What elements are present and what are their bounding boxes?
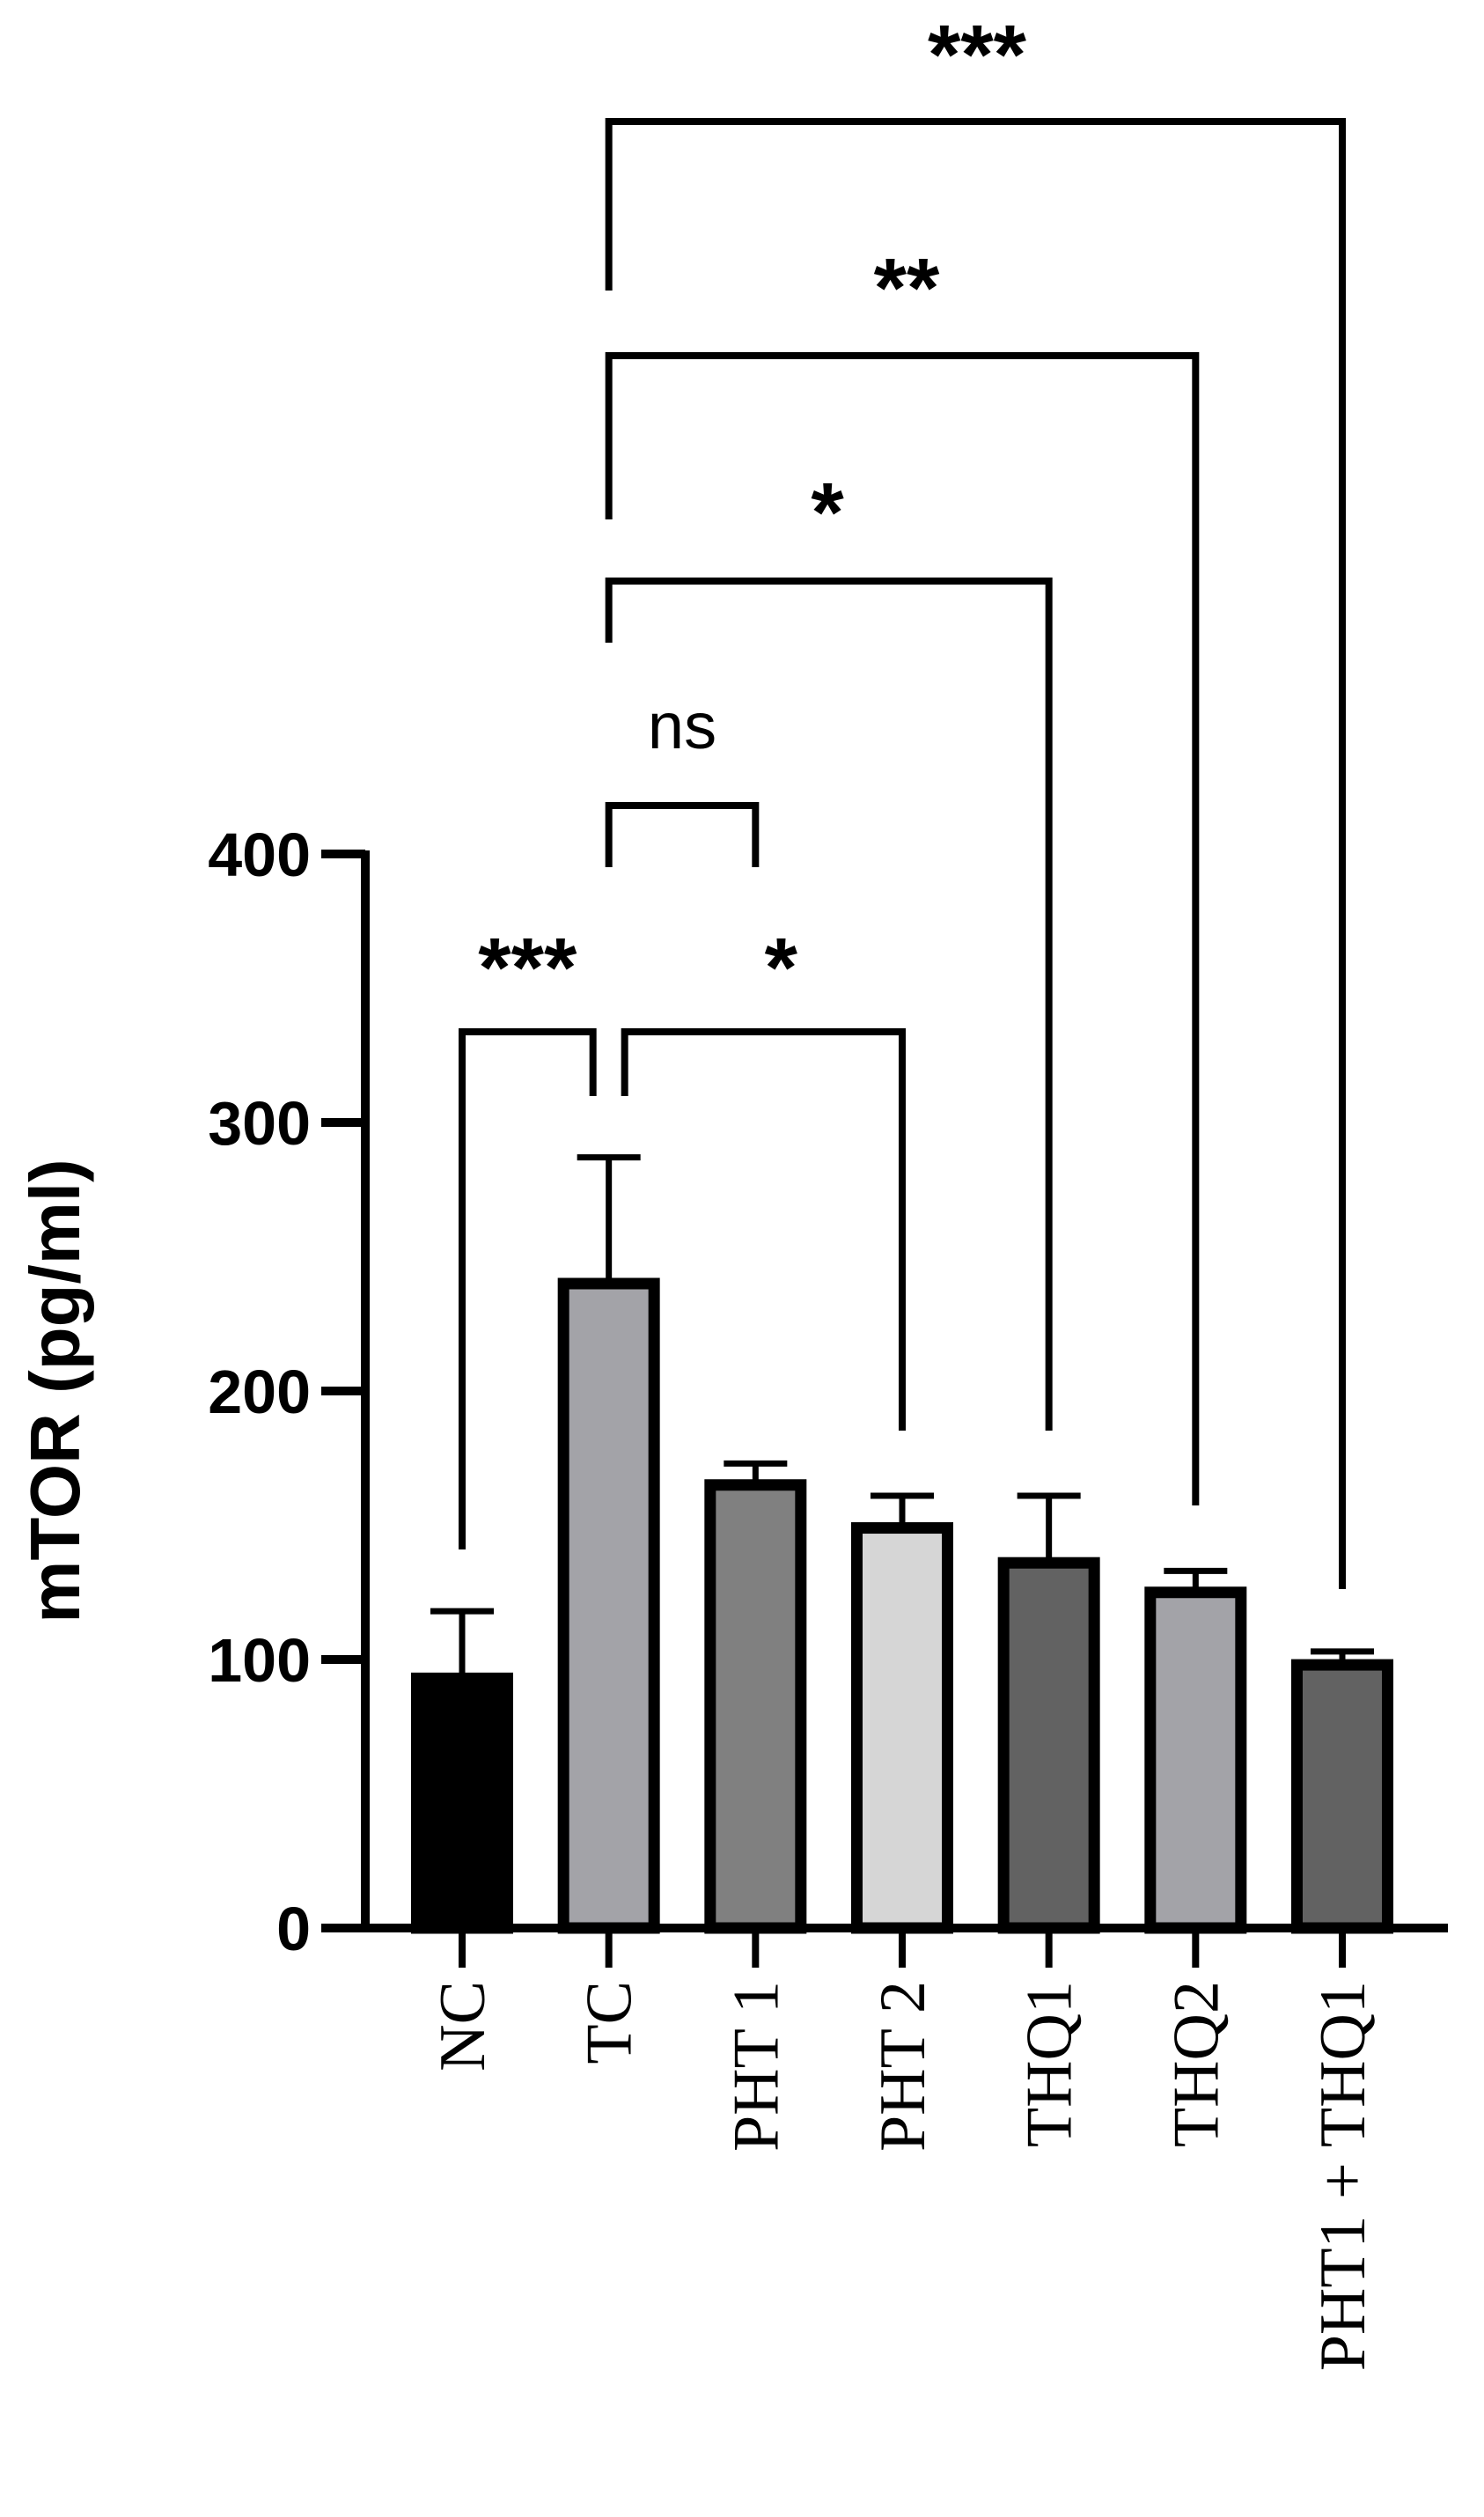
- bracket-line: [605, 802, 760, 867]
- x-tick-label: TC: [574, 1981, 646, 2064]
- significance-brackets: *** *ns******: [459, 8, 1346, 1589]
- significance-label: ***: [478, 921, 577, 1015]
- significance-label: **: [874, 241, 940, 335]
- bar: [557, 1277, 660, 1934]
- significance-bracket: ***: [605, 8, 1346, 1589]
- axes: 0 100 200 300 400 NC TC PHT 1 PHT 2 THQ1 THQ2 PHT1 …: [208, 821, 1448, 2371]
- bar: [411, 1672, 513, 1934]
- y-axis-title: mTOR (pg/ml): [16, 1159, 94, 1623]
- significance-bracket: *: [605, 466, 1053, 1431]
- significance-bracket: ***: [459, 921, 597, 1549]
- bracket-line: [605, 352, 1200, 1505]
- bar: [851, 1522, 953, 1934]
- significance-label: ns: [648, 689, 716, 762]
- y-tick-label: 400: [208, 821, 311, 889]
- bracket-line: [605, 118, 1346, 1589]
- bracket-line: [621, 1028, 906, 1431]
- x-tick-label: PHT 1: [720, 1981, 792, 2152]
- bracket-line: [605, 578, 1053, 1431]
- significance-label: *: [811, 466, 844, 560]
- significance-label: *: [765, 921, 798, 1015]
- bar: [1291, 1659, 1393, 1934]
- significance-bracket: ns: [605, 689, 760, 867]
- bracket-line: [459, 1028, 597, 1549]
- bar: [997, 1557, 1100, 1934]
- y-tick-label: 0: [276, 1895, 311, 1963]
- bar: [704, 1479, 807, 1934]
- y-tick-label: 100: [208, 1626, 311, 1695]
- x-tick-label: PHT 2: [867, 1981, 939, 2152]
- x-tick-label: THQ2: [1160, 1981, 1232, 2147]
- significance-bracket: *: [621, 921, 906, 1431]
- y-tick-label: 200: [208, 1358, 311, 1426]
- bar: [1144, 1586, 1247, 1934]
- x-tick-label: PHT1 + THQ1: [1307, 1981, 1379, 2371]
- significance-label: ***: [928, 8, 1027, 102]
- x-tick-label: THQ1: [1014, 1981, 1086, 2147]
- x-tick-label: NC: [427, 1981, 499, 2072]
- y-tick-label: 300: [208, 1089, 311, 1158]
- significance-bracket: **: [605, 241, 1200, 1505]
- bars: [411, 1154, 1393, 1934]
